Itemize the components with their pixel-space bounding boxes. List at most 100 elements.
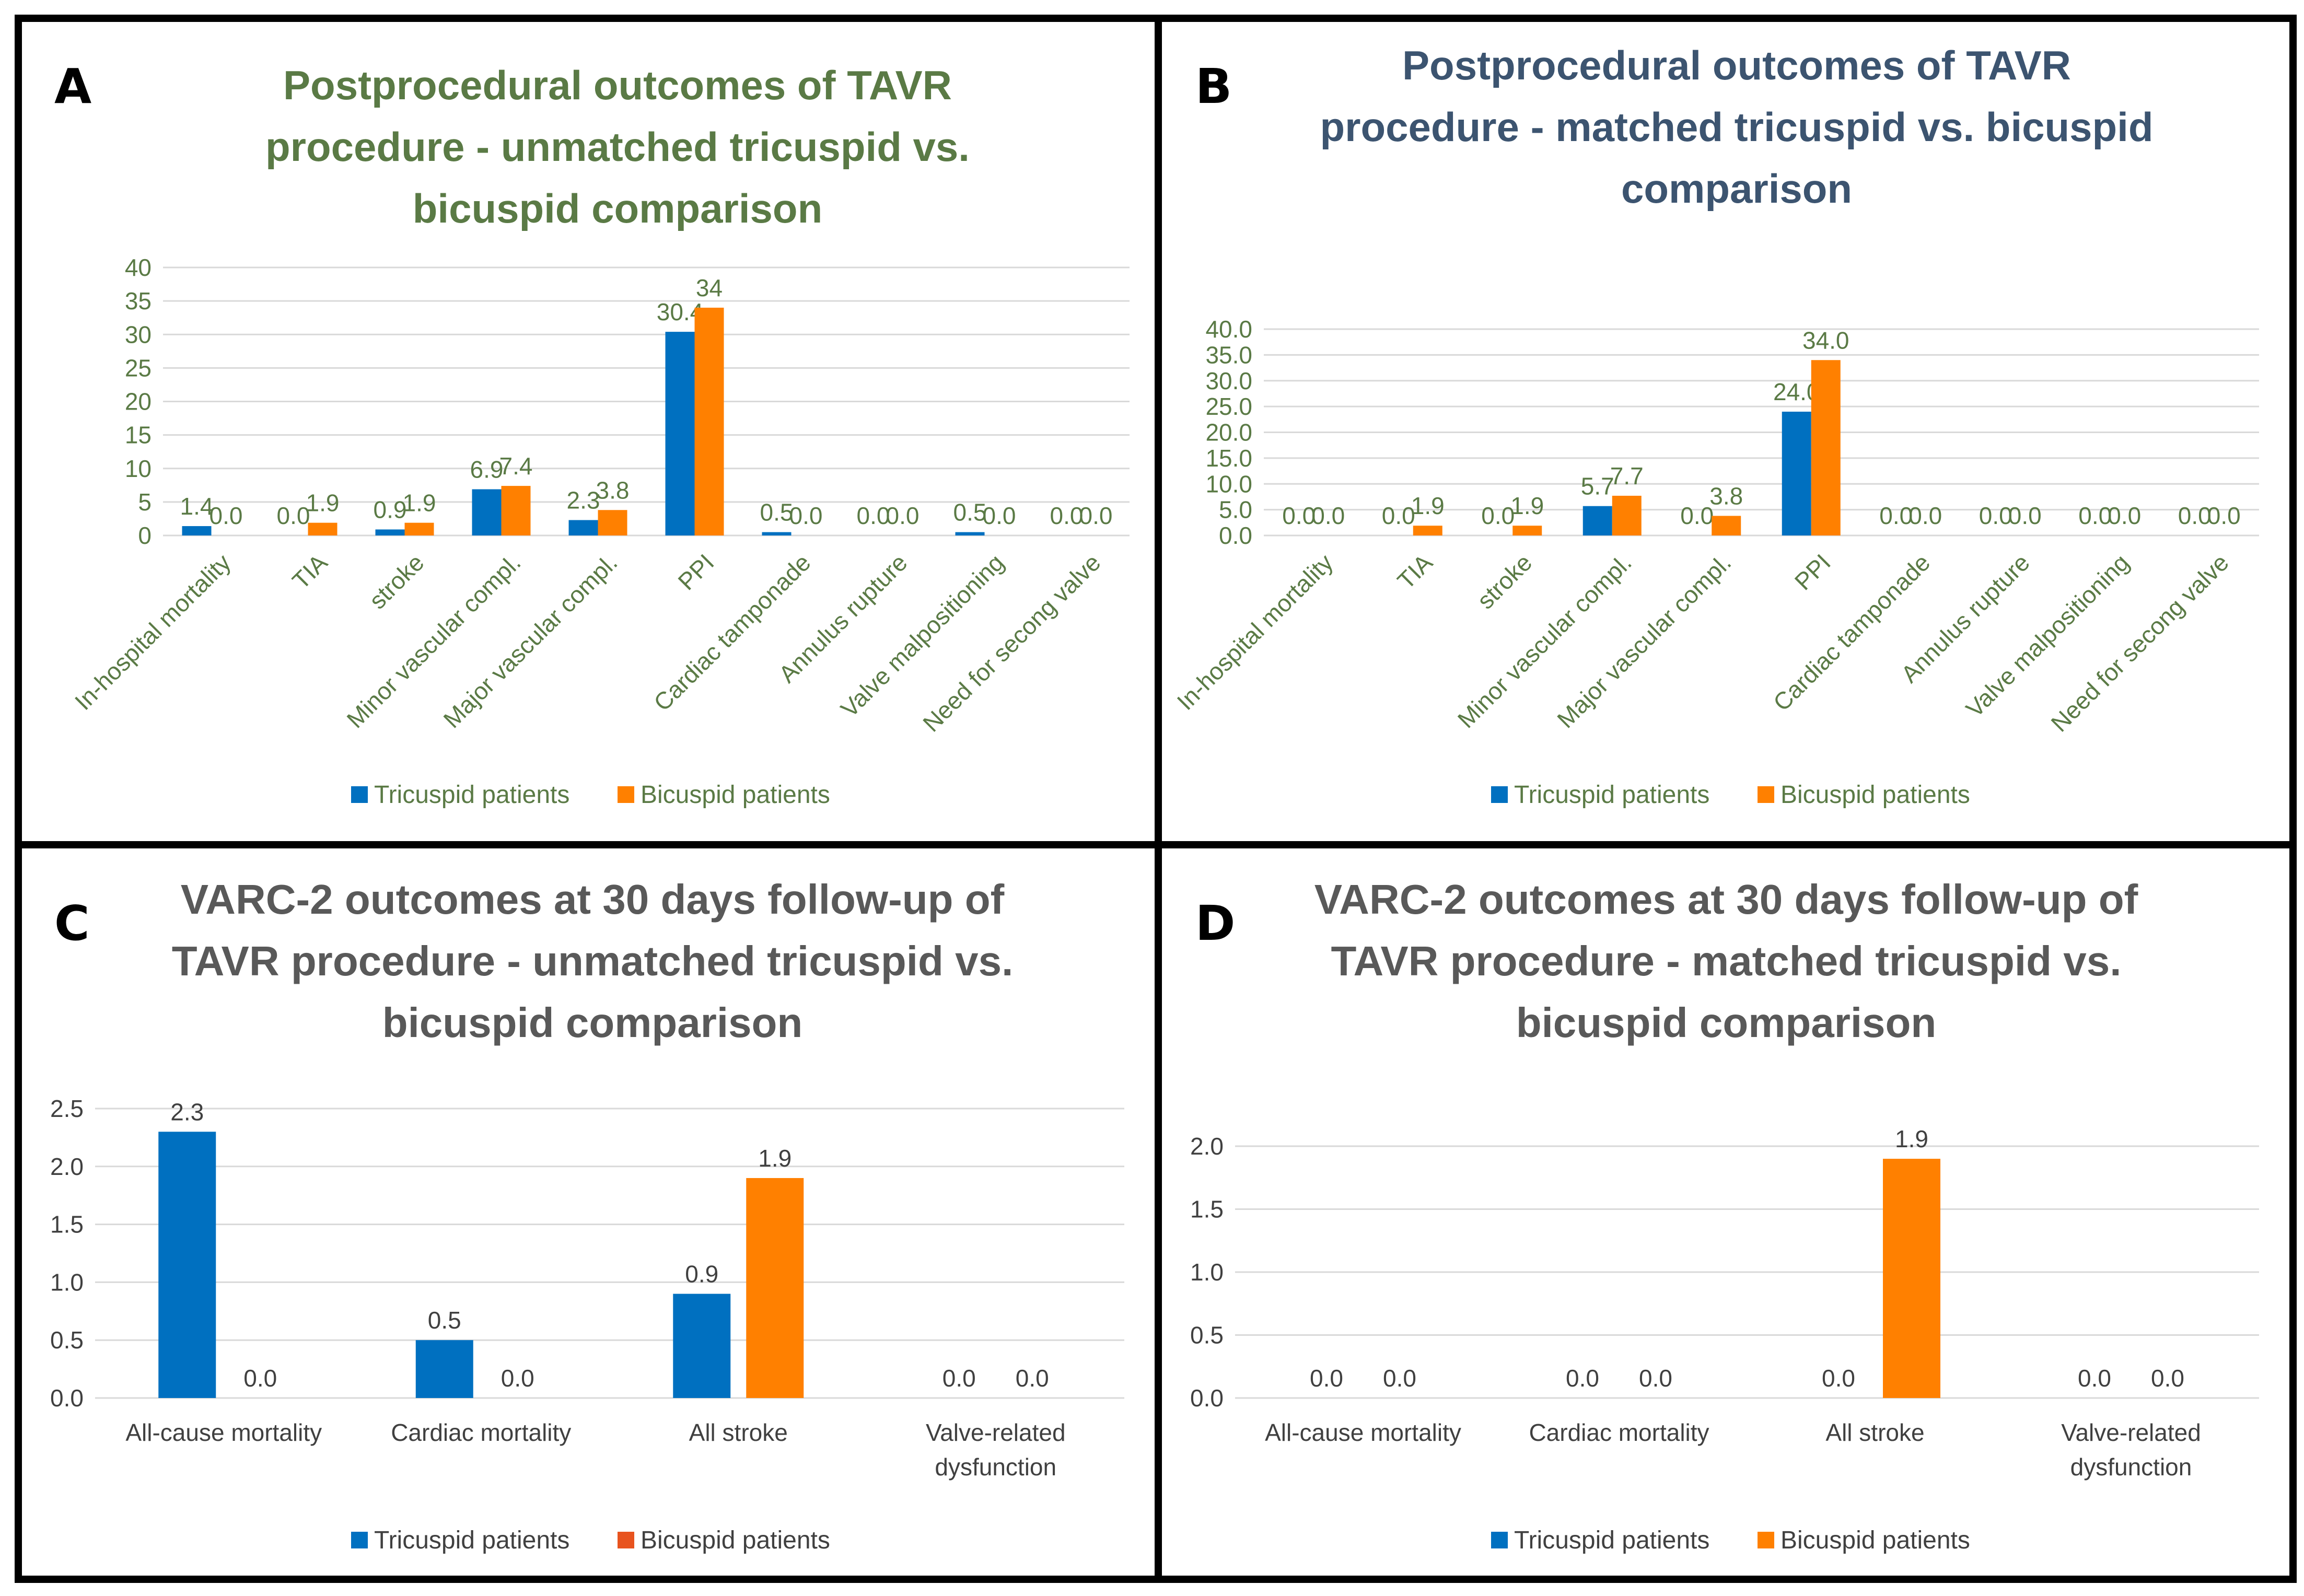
data-label: 0.0 (2207, 502, 2241, 529)
legend-swatch-bicuspid (1758, 786, 1774, 803)
bar-tricuspid (762, 532, 792, 535)
chart-title-line: bicuspid comparison (1516, 999, 1937, 1046)
bar-bicuspid (404, 522, 434, 535)
y-tick-label: 0.5 (1190, 1322, 1224, 1349)
data-label: 0.0 (886, 502, 920, 529)
x-category-label: Need for secong valve (917, 549, 1106, 737)
data-label: 0.0 (857, 502, 890, 529)
bar-bicuspid (1612, 495, 1642, 535)
x-category-label: dysfunction (935, 1453, 1056, 1481)
data-label: 5.7 (1581, 473, 1614, 500)
bar-tricuspid (415, 1340, 473, 1398)
data-label: 0.0 (2151, 1365, 2184, 1392)
legend-swatch-bicuspid (618, 1532, 634, 1548)
legend-label-bicuspid: Bicuspid patients (1781, 781, 1970, 809)
data-label: 0.0 (501, 1365, 534, 1392)
data-label: 0.0 (1079, 502, 1113, 529)
data-label: 3.8 (596, 476, 630, 504)
y-tick-label: 35.0 (1205, 341, 1252, 368)
x-category-label: TIA (287, 549, 333, 595)
y-tick-label: 25.0 (1205, 393, 1252, 420)
x-category-label: dysfunction (2070, 1453, 2192, 1481)
data-label: 0.0 (1566, 1365, 1599, 1392)
panel-label-a: A (54, 59, 92, 114)
panel-c: C VARC-2 outcomes at 30 days follow-up o… (15, 841, 1164, 1583)
x-category-label: PPI (672, 549, 719, 595)
x-category-label: Major vascular compl. (438, 549, 622, 733)
x-category-label: PPI (1789, 549, 1836, 595)
legend-label-bicuspid: Bicuspid patients (1781, 1527, 1970, 1554)
data-label: 0.0 (1311, 502, 1345, 529)
legend-label-tricuspid: Tricuspid patients (374, 1527, 569, 1554)
data-label: 0.5 (953, 499, 987, 526)
y-tick-label: 1.0 (50, 1268, 84, 1296)
x-category-label: All stroke (1825, 1419, 1924, 1446)
x-category-label: Valve malpositioning (835, 549, 1009, 723)
chart-title-line: comparison (1621, 166, 1852, 212)
bar-tricuspid (472, 489, 502, 535)
bar-bicuspid (1413, 526, 1442, 535)
data-label: 2.3 (170, 1098, 204, 1125)
data-label: 0.0 (1639, 1365, 1672, 1392)
chart-title-line: TAVR procedure - unmatched tricuspid vs. (172, 938, 1014, 984)
bar-tricuspid (182, 526, 212, 535)
y-tick-label: 5 (138, 488, 152, 516)
data-label: 0.0 (1979, 502, 2012, 529)
y-tick-label: 0 (138, 522, 152, 549)
chart-a: Postprocedural outcomes of TAVR procedure… (69, 62, 1130, 809)
data-label: 3.8 (1709, 482, 1743, 509)
chart-title-line: VARC-2 outcomes at 30 days follow-up of (181, 876, 1005, 923)
y-tick-label: 10.0 (1205, 470, 1252, 497)
y-tick-label: 30.0 (1205, 367, 1252, 394)
y-tick-label: 40 (125, 254, 152, 281)
data-label: 0.0 (1909, 502, 1942, 529)
data-label: 0.0 (277, 502, 310, 529)
legend-label-tricuspid: Tricuspid patients (1514, 1527, 1709, 1554)
y-tick-label: 0.0 (50, 1384, 84, 1412)
data-label: 1.9 (1895, 1125, 1928, 1152)
legend-label-tricuspid: Tricuspid patients (1514, 781, 1709, 809)
data-label: 0.0 (1050, 502, 1084, 529)
bar-bicuspid (598, 510, 627, 535)
chart-title-line: VARC-2 outcomes at 30 days follow-up of (1314, 876, 2138, 923)
panel-label-b: B (1195, 59, 1232, 114)
y-tick-label: 25 (125, 354, 152, 381)
chart-title-line: Postprocedural outcomes of TAVR (283, 62, 952, 108)
y-tick-label: 2.0 (50, 1153, 84, 1180)
y-tick-label: 1.5 (50, 1211, 84, 1238)
bar-tricuspid (375, 529, 405, 535)
legend-label-bicuspid: Bicuspid patients (641, 781, 830, 809)
data-label: 34 (696, 274, 723, 301)
y-tick-label: 2.5 (50, 1095, 84, 1122)
legend-swatch-tricuspid (1491, 786, 1508, 803)
bar-bicuspid (1811, 360, 1841, 535)
data-label: 0.5 (760, 499, 794, 526)
data-label: 0.0 (1310, 1365, 1343, 1392)
x-category-label: Cardiac mortality (391, 1419, 571, 1446)
y-tick-label: 15.0 (1205, 445, 1252, 472)
chart-c: VARC-2 outcomes at 30 days follow-up of T… (50, 876, 1124, 1554)
y-tick-label: 2.0 (1190, 1133, 1224, 1160)
data-label: 1.9 (306, 490, 340, 517)
data-label: 0.9 (685, 1261, 718, 1288)
data-label: 0.0 (789, 502, 823, 529)
data-label: 0.0 (983, 502, 1016, 529)
data-label: 6.9 (470, 456, 504, 483)
data-label: 7.7 (1610, 462, 1644, 490)
x-category-label: Cardiac tamponade (648, 549, 816, 716)
data-label: 0.0 (2178, 502, 2212, 529)
data-label: 0.0 (942, 1365, 976, 1392)
y-tick-label: 5.0 (1219, 496, 1252, 523)
chart-d: VARC-2 outcomes at 30 days follow-up of T… (1190, 876, 2259, 1554)
legend-label-tricuspid: Tricuspid patients (374, 781, 569, 809)
data-label: 7.4 (499, 452, 533, 480)
y-tick-label: 0.0 (1219, 522, 1252, 549)
x-category-label: TIA (1392, 549, 1438, 595)
data-label: 0.0 (1383, 1365, 1416, 1392)
y-tick-label: 1.5 (1190, 1196, 1224, 1223)
chart-title-line: bicuspid comparison (413, 185, 822, 231)
chart-title-line: procedure - matched tricuspid vs. bicusp… (1320, 104, 2153, 150)
panel-d: D VARC-2 outcomes at 30 days follow-up o… (1155, 841, 2297, 1583)
data-label: 0.5 (428, 1307, 461, 1334)
y-tick-label: 40.0 (1205, 316, 1252, 343)
